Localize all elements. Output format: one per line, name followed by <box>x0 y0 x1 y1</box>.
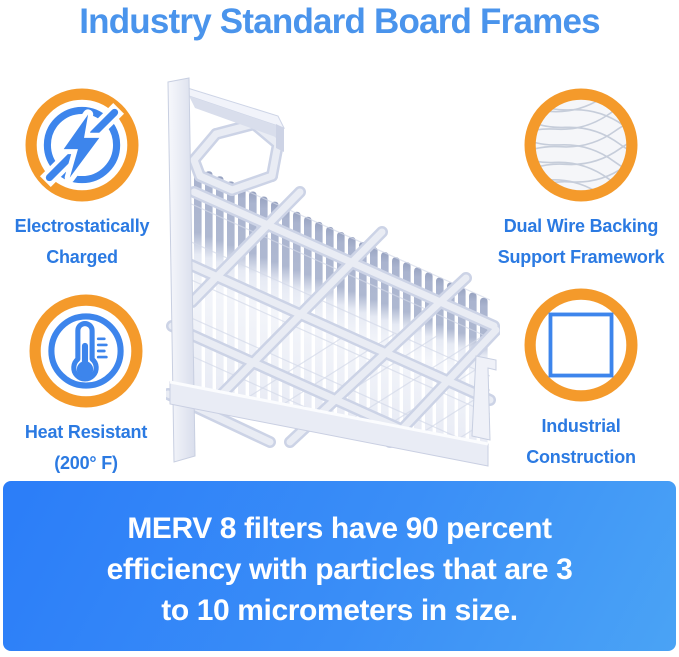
lightning-circle-icon <box>25 88 139 202</box>
banner-line: efficiency with particles that are 3 <box>106 553 573 586</box>
feature-label: Electrostatically Charged <box>14 216 150 267</box>
filter-frame <box>167 77 285 463</box>
thermometer-icon <box>29 294 143 408</box>
page-title: Industry Standard Board Frames <box>79 2 600 41</box>
feature-label: Industrial Construction <box>526 416 636 467</box>
feature-label: Dual Wire Backing Support Framework <box>497 216 665 267</box>
wire-mesh-photo-icon <box>524 88 638 202</box>
pleated-air-filter-image <box>158 64 506 476</box>
feature-wire-backing: Dual Wire Backing Support Framework <box>494 88 668 273</box>
feature-industrial: Industrial Construction <box>494 288 668 473</box>
banner-line: MERV 8 filters have 90 percent <box>127 512 552 545</box>
feature-electrostatic: Electrostatically Charged <box>0 88 169 273</box>
banner-line: to 10 micrometers in size. <box>161 594 518 627</box>
merv-banner: MERV 8 filters have 90 percent efficienc… <box>3 481 676 651</box>
lattice-grid-icon <box>524 288 638 402</box>
feature-label: Heat Resistant (200° F) <box>24 422 148 473</box>
feature-heat-resistant: Heat Resistant (200° F) <box>0 294 173 479</box>
